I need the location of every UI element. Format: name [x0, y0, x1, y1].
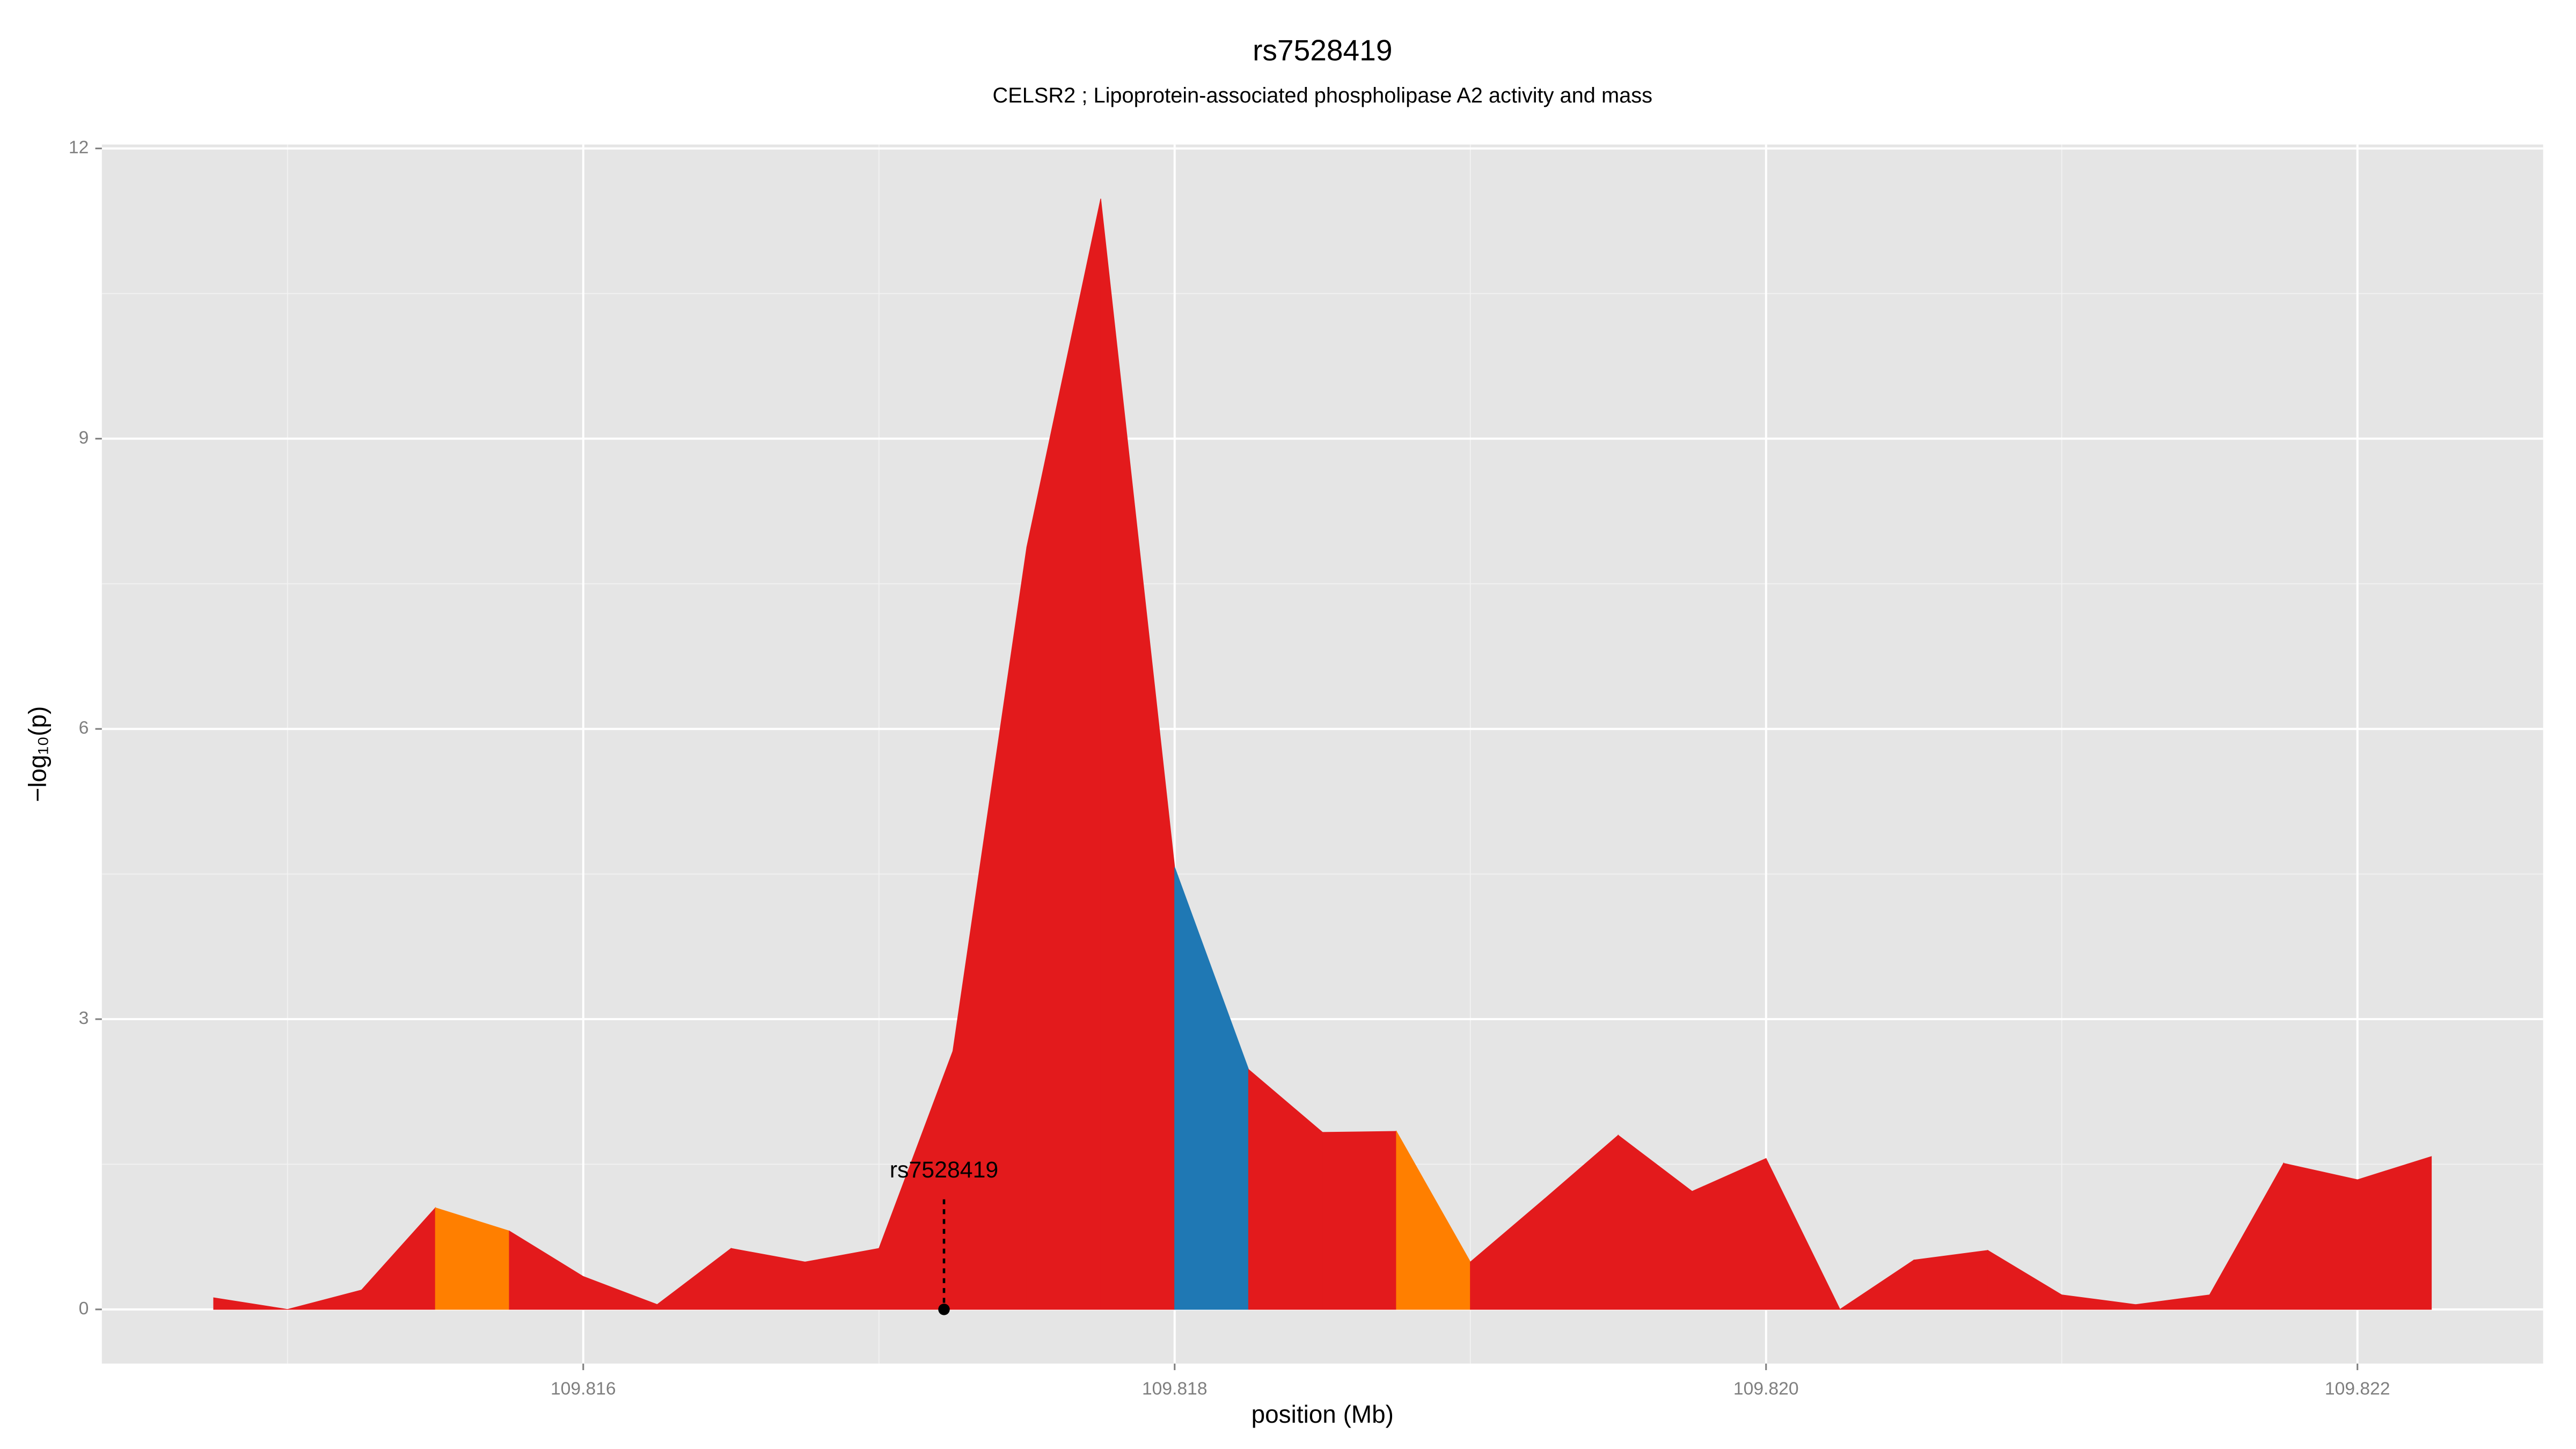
y-tick-label: 12 — [69, 137, 89, 157]
area-segment — [1322, 1131, 1397, 1310]
x-tick-label: 109.818 — [1142, 1379, 1208, 1399]
x-tick-label: 109.820 — [1733, 1379, 1799, 1399]
y-tick-label: 0 — [79, 1299, 89, 1319]
annotation-label: rs7528419 — [890, 1157, 998, 1183]
x-axis-label: position (Mb) — [1252, 1400, 1394, 1428]
chart-title: rs7528419 — [1253, 34, 1392, 67]
x-tick-label: 109.816 — [551, 1379, 616, 1399]
chart-subtitle: CELSR2 ; Lipoprotein-associated phosphol… — [993, 84, 1653, 107]
area-segment — [2357, 1156, 2432, 1310]
area-segment — [1913, 1250, 1988, 1310]
area-segment — [213, 1297, 288, 1310]
y-tick-label: 3 — [79, 1008, 89, 1028]
annotation-point — [938, 1304, 950, 1315]
y-axis-label: −log₁₀(p) — [24, 706, 52, 802]
area-segment — [1766, 1158, 1841, 1310]
y-tick-label: 9 — [79, 428, 89, 448]
y-tick-label: 6 — [79, 718, 89, 738]
x-tick-label: 109.822 — [2325, 1379, 2390, 1399]
area-segment — [2283, 1162, 2358, 1310]
